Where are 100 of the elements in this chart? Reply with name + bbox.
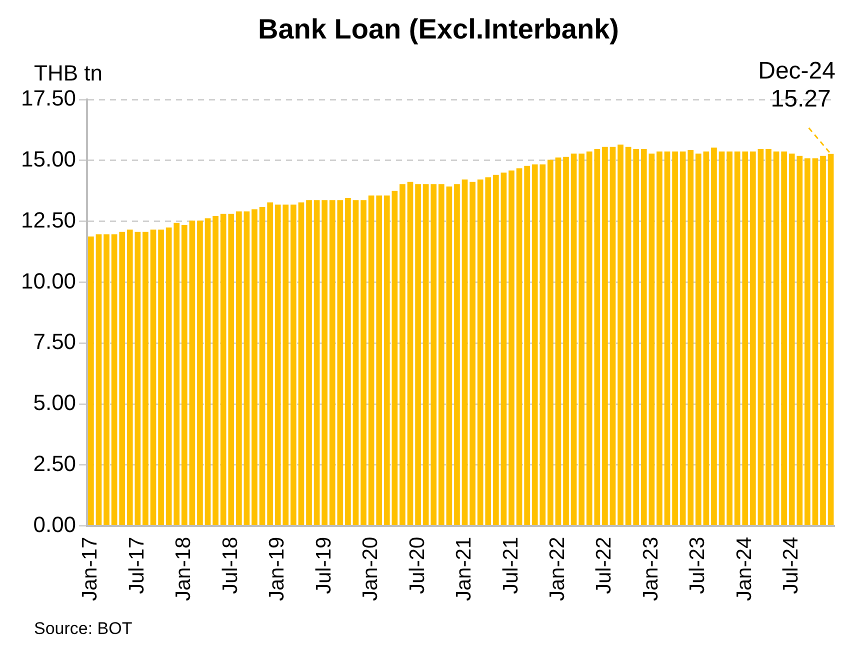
bar: [524, 166, 530, 526]
bar: [360, 200, 366, 526]
y-tick-label: 2.50: [33, 450, 76, 476]
bar: [150, 230, 156, 526]
bar: [454, 184, 460, 526]
y-tick-label: 0.00: [33, 512, 76, 537]
bar: [298, 202, 304, 526]
bar: [625, 146, 632, 526]
x-tick-label: Jul-21: [499, 536, 522, 594]
bar: [368, 196, 374, 526]
bar: [711, 148, 717, 526]
x-tick-label: Jul-18: [218, 536, 242, 594]
bar: [290, 204, 296, 526]
y-axis-title: THB tn: [34, 60, 102, 86]
bar: [174, 222, 180, 526]
bar: [244, 211, 250, 526]
bar: [726, 151, 732, 526]
data-label: 15.27: [770, 86, 831, 113]
bar: [516, 168, 522, 526]
bar: [400, 184, 406, 526]
x-tick-label: Jan-18: [172, 536, 196, 602]
bar: [267, 202, 273, 526]
bar: [672, 151, 678, 526]
bar: [508, 170, 514, 526]
x-tick-label: Jul-23: [686, 536, 710, 594]
bar: [500, 172, 507, 526]
y-tick-label: 12.50: [20, 207, 76, 232]
bar: [322, 200, 328, 526]
annotation: Dec-24: [758, 58, 836, 85]
bar: [548, 160, 554, 526]
bar: [470, 182, 476, 526]
x-tick-label: Jan-21: [452, 536, 476, 602]
y-tick-label: 5.00: [33, 390, 76, 416]
bar: [820, 156, 826, 526]
bar: [602, 146, 608, 526]
x-tick-label: Jul-19: [312, 536, 336, 594]
bar: [664, 151, 670, 526]
bar: [204, 218, 211, 526]
bar: [555, 158, 562, 526]
bar: [648, 154, 655, 526]
bar: [750, 151, 756, 526]
bar: [314, 200, 320, 526]
bar: [181, 225, 188, 526]
x-tick-label: Jan-24: [732, 536, 756, 602]
bar: [804, 158, 810, 526]
bar: [493, 174, 499, 526]
bar: [430, 184, 437, 526]
bar: [189, 220, 196, 526]
x-tick-label: Jul-24: [780, 536, 803, 594]
bar: [126, 230, 133, 526]
bar: [259, 207, 266, 526]
chart-title: Bank Loan (Excl.Interbank): [258, 14, 619, 45]
bar: [718, 151, 725, 526]
y-tick-label: 17.50: [20, 86, 76, 111]
bar: [104, 234, 110, 526]
bar: [570, 154, 577, 526]
y-tick-label: 10.00: [20, 268, 76, 294]
bar: [142, 232, 148, 526]
bar: [96, 234, 102, 526]
bar: [640, 149, 647, 526]
bar: [578, 154, 585, 526]
bar: [119, 232, 126, 526]
bar: [758, 149, 764, 526]
bar: [766, 149, 772, 526]
bar: [703, 151, 710, 526]
x-tick-label: Jul-20: [406, 536, 429, 594]
bar: [345, 198, 351, 526]
source-note: Source: BOT: [34, 619, 132, 638]
bar: [415, 184, 421, 526]
x-tick-label: Jan-23: [639, 536, 662, 602]
bar: [392, 190, 398, 526]
bar: [438, 184, 444, 526]
x-tick-label: Jan-17: [78, 536, 102, 602]
bar: [773, 151, 780, 526]
bar: [812, 158, 818, 526]
bar: [306, 200, 312, 526]
bar: [563, 156, 569, 526]
bar: [88, 236, 94, 526]
bar: [618, 144, 624, 526]
bar: [212, 216, 218, 526]
bar: [462, 179, 468, 526]
bar: [446, 186, 452, 526]
x-tick-label: Jul-17: [125, 536, 148, 594]
bar: [166, 227, 172, 526]
bar: [781, 151, 787, 526]
bar: [384, 196, 390, 526]
bar: [656, 151, 662, 526]
x-tick-label: Jul-22: [592, 536, 616, 594]
x-tick-label: Jan-22: [546, 536, 570, 602]
y-tick-label: 7.50: [33, 329, 76, 354]
bar: [134, 232, 141, 526]
bar: [376, 196, 382, 526]
bar: [111, 234, 118, 526]
x-tick-label: Jan-20: [359, 536, 382, 602]
x-tick-label: Jan-19: [266, 536, 289, 602]
bar: [695, 154, 702, 526]
bar: [197, 220, 203, 526]
bar: [407, 182, 414, 526]
bar: [610, 146, 616, 526]
y-tick-label: 15.00: [20, 146, 76, 172]
